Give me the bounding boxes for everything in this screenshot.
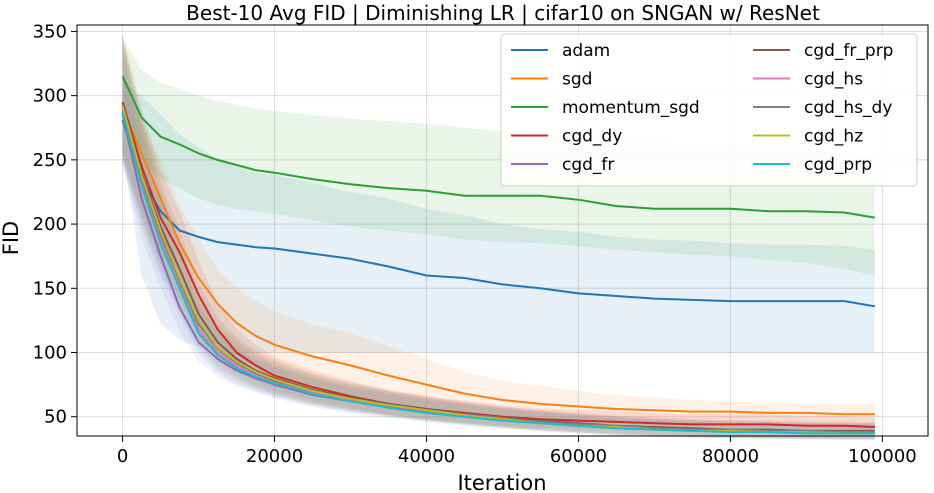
line-sgd (121, 108, 875, 416)
legend-label-cgd_prp: cgd_prp (804, 155, 872, 175)
legend-label-cgd_fr: cgd_fr (562, 155, 614, 175)
x-tick-label: 60000 (550, 446, 607, 467)
x-tick-label: 20000 (246, 446, 303, 467)
band-adam (122, 82, 875, 353)
y-tick-label: 100 (33, 343, 67, 364)
line-cgd_hz (121, 105, 875, 435)
series-lines (121, 75, 875, 435)
legend-label-cgd_hz: cgd_hz (804, 127, 863, 147)
legend-label-adam: adam (562, 41, 610, 61)
y-axis-ticks: 50 100 150 200 250 300 350 (33, 21, 77, 428)
y-tick-label: 300 (33, 86, 67, 107)
line-adam (121, 119, 875, 308)
x-axis-ticks: 0 20000 40000 60000 80000 100000 (117, 436, 917, 467)
confidence-bands (122, 33, 875, 441)
legend-label-cgd_hs: cgd_hs (804, 70, 863, 90)
y-axis-label: FID (0, 221, 23, 255)
legend: adam sgd momentum_sgd cgd_dy cgd_fr cgd_fr_pr… (500, 33, 918, 187)
x-tick-label: 40000 (398, 446, 455, 467)
x-tick-label: 80000 (702, 446, 759, 467)
y-tick-label: 250 (33, 150, 67, 171)
y-tick-label: 350 (33, 21, 67, 42)
plot-frame (76, 24, 929, 437)
band-momentum_sgd (122, 37, 875, 276)
y-tick-label: 150 (33, 278, 67, 299)
y-tick-label: 50 (44, 407, 67, 428)
line-momentum_sgd (121, 75, 875, 219)
x-axis-label: Iteration (457, 471, 546, 493)
legend-label-sgd: sgd (562, 70, 592, 90)
x-tick-label: 0 (117, 446, 128, 467)
axes-frame (76, 24, 929, 437)
chart-title: Best-10 Avg FID | Diminishing LR | cifar… (186, 1, 820, 25)
x-tick-label: 100000 (848, 446, 917, 467)
legend-box (500, 33, 918, 187)
legend-label-cgd_hs_dy: cgd_hs_dy (804, 98, 892, 118)
legend-label-cgd_fr_prp: cgd_fr_prp (804, 41, 893, 61)
legend-label-cgd_dy: cgd_dy (562, 127, 622, 147)
band-sgd (122, 89, 875, 426)
legend-label-momentum_sgd: momentum_sgd (562, 98, 700, 118)
line-cgd_prp (121, 112, 875, 435)
y-tick-label: 200 (33, 214, 67, 235)
